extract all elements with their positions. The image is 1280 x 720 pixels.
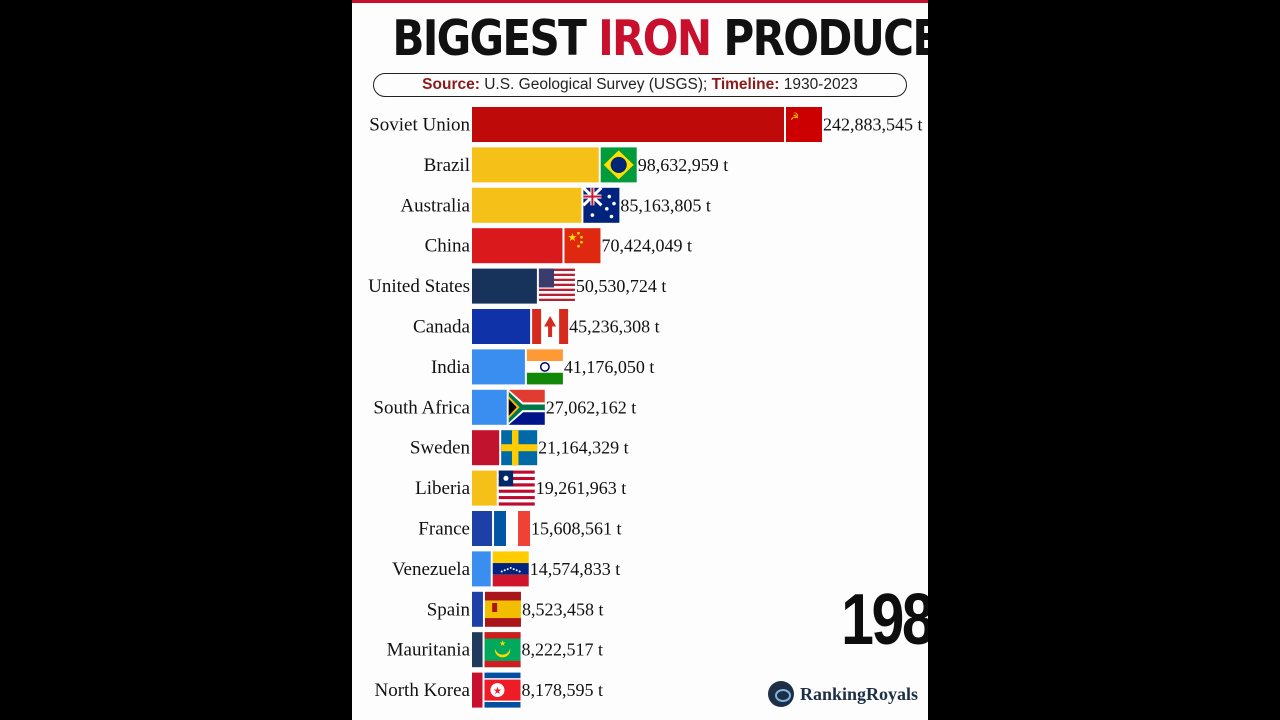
value-label-south-africa: 27,062,162 t xyxy=(546,397,637,417)
south-africa-flag-icon xyxy=(508,389,545,425)
brazil-flag-icon xyxy=(600,147,637,183)
china-flag-icon: ★ xyxy=(564,228,601,264)
year-label: 1982 xyxy=(841,580,928,660)
chart-title: BIGGEST IRON PRODUCERS xyxy=(392,4,928,74)
value-label-liberia: 19,261,963 t xyxy=(536,478,627,498)
value-label-canada: 45,236,308 t xyxy=(569,317,660,337)
india-flag-icon xyxy=(526,349,563,385)
bar-china xyxy=(472,228,563,264)
spain-flag-icon xyxy=(484,591,521,627)
svg-text:★: ★ xyxy=(567,231,577,244)
timeline-value: 1930-2023 xyxy=(783,76,858,93)
venezuela-flag-icon xyxy=(492,551,529,587)
category-label-brazil: Brazil xyxy=(424,155,470,176)
category-label-sweden: Sweden xyxy=(410,438,471,459)
bar-canada xyxy=(472,309,531,344)
chart-panel: BIGGEST IRON PRODUCERS Source: U.S. Geol… xyxy=(352,0,928,720)
bar-australia xyxy=(472,187,582,223)
value-label-north-korea: 8,178,595 t xyxy=(522,680,604,700)
mauritania-flag-icon: ★ xyxy=(484,632,521,668)
category-label-mauritania: Mauritania xyxy=(387,640,471,661)
title-right: PRODUCERS xyxy=(723,10,928,67)
value-label-soviet-union: 242,883,545 t xyxy=(823,115,923,135)
category-label-united-states: United States xyxy=(368,276,470,297)
category-label-france: France xyxy=(418,519,470,540)
source-pill: Source: U.S. Geological Survey (USGS); T… xyxy=(373,73,907,97)
value-label-brazil: 98,632,959 t xyxy=(638,155,729,175)
bar-brazil xyxy=(472,147,599,183)
value-label-australia: 85,163,805 t xyxy=(620,195,711,215)
soviet-union-flag-icon: ☭ xyxy=(786,107,822,142)
australia-flag-icon xyxy=(582,186,620,223)
bar-mauritania xyxy=(472,632,483,668)
timeline-key: Timeline: xyxy=(711,76,780,93)
value-label-sweden: 21,164,329 t xyxy=(538,438,629,458)
sweden-flag-icon xyxy=(501,430,538,466)
value-label-india: 41,176,050 t xyxy=(564,357,655,377)
france-flag-icon xyxy=(494,511,531,546)
brand-logo: RankingRoyals xyxy=(768,679,918,709)
liberia-flag-icon xyxy=(498,470,535,506)
top-accent-line xyxy=(352,0,928,3)
category-label-soviet-union: Soviet Union xyxy=(369,115,470,136)
brand-name: RankingRoyals xyxy=(800,683,919,704)
category-label-canada: Canada xyxy=(413,317,471,338)
value-label-france: 15,608,561 t xyxy=(531,519,622,539)
bar-chart: Soviet Union ☭ 242,883,545 t Brazil 98,632,9… xyxy=(368,107,923,708)
category-label-spain: Spain xyxy=(427,599,471,620)
north-korea-flag-icon: ★ xyxy=(484,672,521,708)
category-label-australia: Australia xyxy=(400,195,470,216)
value-label-spain: 8,523,458 t xyxy=(522,599,604,619)
category-label-south-africa: South Africa xyxy=(373,397,470,418)
category-label-venezuela: Venezuela xyxy=(392,559,471,580)
svg-text:★: ★ xyxy=(499,639,506,648)
bar-soviet-union xyxy=(472,107,784,142)
category-label-india: India xyxy=(431,357,471,378)
canada-flag-icon xyxy=(532,309,569,344)
bar-spain xyxy=(472,591,483,627)
bar-liberia xyxy=(472,470,497,506)
bar-france xyxy=(472,511,493,546)
value-label-china: 70,424,049 t xyxy=(601,236,692,256)
united-states-flag-icon xyxy=(538,268,575,304)
bar-south-africa xyxy=(472,389,507,425)
category-label-liberia: Liberia xyxy=(415,478,470,499)
bar-sweden xyxy=(472,430,500,466)
svg-text:☭: ☭ xyxy=(790,112,799,123)
title-left: BIGGEST xyxy=(392,10,587,67)
bar-north-korea xyxy=(472,672,483,708)
bar-united-states xyxy=(472,268,537,304)
source-key: Source: xyxy=(422,76,480,93)
title-highlight: IRON xyxy=(598,10,712,67)
category-label-north-korea: North Korea xyxy=(375,680,471,701)
bar-venezuela xyxy=(472,551,491,587)
source-value: U.S. Geological Survey (USGS); xyxy=(484,76,708,93)
globe-icon xyxy=(768,681,794,707)
category-label-china: China xyxy=(425,236,471,257)
value-label-venezuela: 14,574,833 t xyxy=(530,559,621,579)
value-label-united-states: 50,530,724 t xyxy=(576,276,667,296)
bar-india xyxy=(472,349,525,385)
svg-text:★: ★ xyxy=(493,686,502,697)
value-label-mauritania: 8,222,517 t xyxy=(522,640,604,660)
